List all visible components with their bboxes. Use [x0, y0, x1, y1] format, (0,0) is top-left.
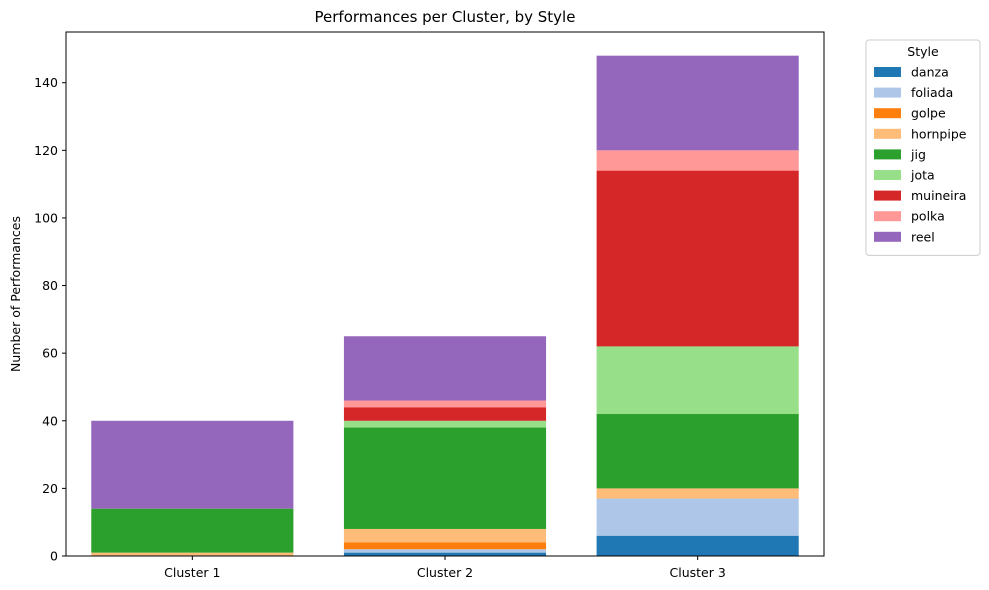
x-tick-label: Cluster 2: [417, 565, 473, 580]
bar-polka-2: [343, 400, 547, 408]
legend-label-jig: jig: [910, 147, 926, 162]
bar-foliada-2: [343, 549, 547, 553]
bar-danza-3: [596, 535, 799, 556]
legend-swatch-reel: [874, 231, 901, 242]
y-tick-label: 40: [42, 413, 58, 428]
legend-label-muineira: muineira: [911, 188, 966, 203]
bar-reel-2: [343, 336, 547, 401]
y-tick-label: 100: [34, 210, 58, 225]
bar-golpe-2: [343, 542, 547, 550]
y-axis: 0 20 40 60 80 100 120 140: [34, 75, 66, 564]
bar-reel-1: [91, 420, 294, 509]
y-axis-label: Number of Performances: [8, 216, 23, 372]
bar-muineira-3: [596, 170, 799, 347]
bar-muineira-2: [343, 407, 547, 421]
y-tick-label: 0: [50, 549, 58, 564]
legend-swatch-foliada: [874, 87, 901, 98]
bar-jig-1: [91, 508, 294, 553]
chart-title: Performances per Cluster, by Style: [315, 8, 576, 26]
bar-foliada-3: [596, 498, 799, 536]
legend-label-foliada: foliada: [911, 85, 953, 100]
legend-label-hornpipe: hornpipe: [911, 126, 967, 141]
bar-danza-2: [343, 552, 547, 556]
bar-hornpipe-2: [343, 528, 547, 543]
x-axis: Cluster 1 Cluster 2 Cluster 3: [164, 556, 726, 580]
legend-swatch-muineira: [874, 190, 901, 201]
legend-title: Style: [907, 44, 939, 59]
bars-group: [91, 55, 799, 556]
legend-swatch-jota: [874, 170, 901, 180]
legend-label-danza: danza: [911, 65, 949, 80]
x-tick-label: Cluster 1: [164, 565, 220, 580]
legend-label-golpe: golpe: [911, 106, 946, 121]
legend-swatch-golpe: [874, 108, 901, 119]
x-tick-label: Cluster 3: [670, 565, 726, 580]
bar-hornpipe-1: [91, 552, 294, 556]
bar-jig-2: [343, 427, 547, 529]
bar-reel-3: [596, 55, 799, 151]
bar-hornpipe-3: [596, 488, 799, 499]
legend-swatch-hornpipe: [874, 128, 901, 139]
legend-swatch-polka: [874, 211, 901, 222]
y-tick-label: 120: [34, 143, 58, 158]
y-tick-label: 60: [42, 346, 58, 361]
y-tick-label: 80: [42, 278, 58, 293]
legend-label-polka: polka: [911, 209, 945, 224]
bar-jig-3: [596, 414, 799, 489]
legend: Style danza foliada golpe hornpipe jig jota mu…: [865, 39, 981, 256]
bar-jota-3: [596, 346, 799, 415]
bar-jota-2: [343, 420, 547, 428]
y-tick-label: 140: [34, 75, 58, 90]
bar-polka-3: [596, 150, 799, 171]
legend-label-jota: jota: [910, 168, 935, 183]
legend-swatch-danza: [874, 67, 901, 77]
legend-label-reel: reel: [911, 229, 935, 244]
y-tick-label: 20: [42, 481, 58, 496]
legend-swatch-jig: [874, 149, 901, 160]
